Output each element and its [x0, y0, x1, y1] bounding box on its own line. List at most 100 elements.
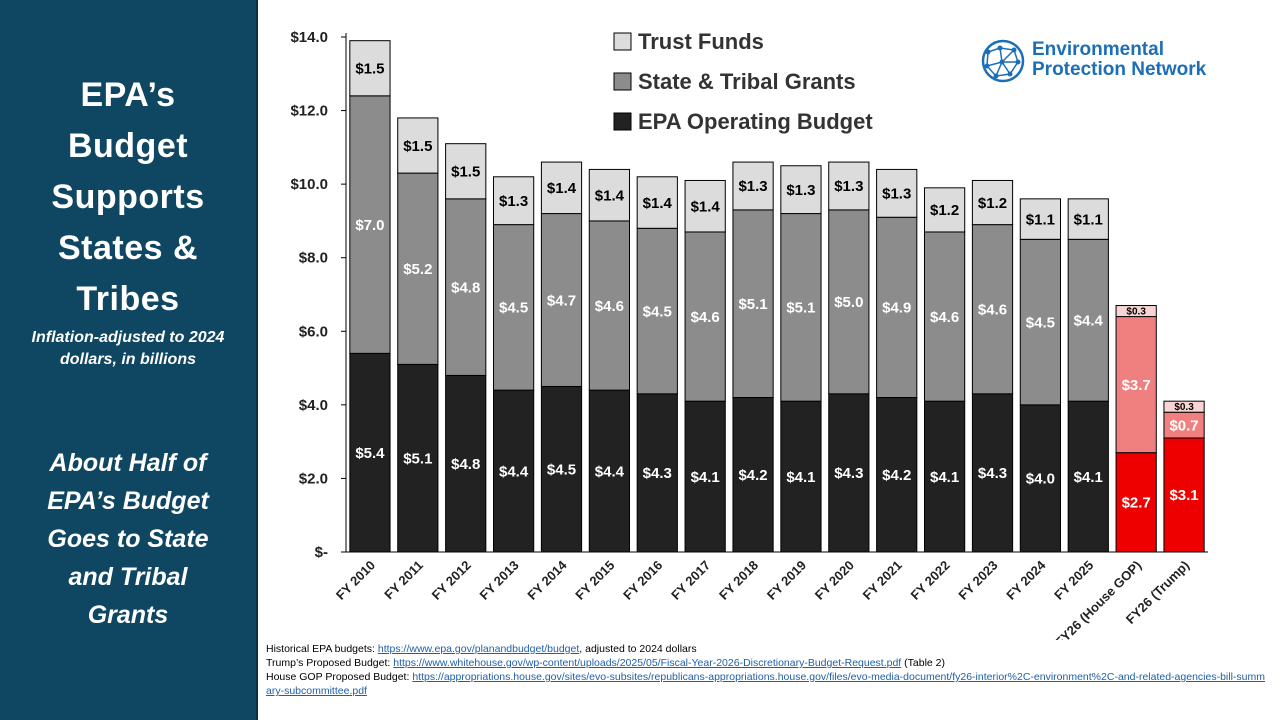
- x-tick-label: FY 2021: [860, 558, 905, 603]
- x-tick-label: FY 2023: [955, 558, 1000, 603]
- bar-segment: [1019, 238, 1062, 406]
- footnote-line: Trump’s Proposed Budget: https://www.whi…: [266, 656, 1266, 670]
- data-label: $1.4: [547, 180, 577, 197]
- data-label: $7.0: [355, 217, 384, 234]
- data-label: $3.7: [1122, 377, 1151, 394]
- y-tick-label: $14.0: [290, 29, 328, 46]
- data-label: $1.4: [595, 187, 625, 204]
- bar-segment: [349, 40, 391, 97]
- data-label: $1.3: [499, 193, 528, 210]
- data-label: $5.0: [834, 294, 863, 311]
- bar-segment: [397, 117, 439, 174]
- data-label: $0.7: [1169, 417, 1198, 434]
- bar-segment: [876, 168, 918, 218]
- data-label: $1.2: [930, 202, 959, 219]
- bar-segment: [397, 172, 439, 365]
- bar-segment: [492, 176, 535, 226]
- x-tick-label: FY 2012: [429, 558, 474, 603]
- data-label: $4.6: [595, 298, 624, 315]
- bar-segment: [349, 352, 391, 553]
- bar-segment: [780, 213, 822, 402]
- data-label: $1.1: [1074, 211, 1103, 228]
- data-label: $4.5: [499, 300, 528, 317]
- footnote-label: Trump’s Proposed Budget:: [266, 657, 394, 669]
- legend-label: Trust Funds: [638, 29, 764, 54]
- data-label: $1.5: [451, 164, 480, 181]
- bar-segment: [588, 168, 631, 222]
- bar-segment: [636, 393, 678, 553]
- data-label: $4.3: [978, 465, 1007, 482]
- data-label: $1.1: [1026, 211, 1055, 228]
- y-tick-label: $10.0: [290, 176, 328, 193]
- logo-text: Environmental Protection Network: [1032, 40, 1206, 80]
- logo-line: Environmental: [1032, 39, 1164, 60]
- bar-segment: [445, 374, 487, 553]
- data-label: $5.4: [355, 445, 385, 462]
- bar-segment: [492, 389, 535, 553]
- bar-segment: [732, 161, 774, 211]
- x-tick-label: FY 2014: [524, 557, 570, 603]
- sidebar-tagline: About Half of EPA’s Budget Goes to State…: [0, 444, 256, 634]
- data-label: $2.7: [1122, 495, 1151, 512]
- data-label: $0.3: [1126, 307, 1146, 318]
- source-footnotes: Historical EPA budgets: https://www.epa.…: [266, 642, 1266, 698]
- sidebar-subtitle: Inflation-adjusted to 2024 dollars, in b…: [31, 329, 225, 368]
- data-label: $4.3: [834, 465, 863, 482]
- data-label: $4.2: [882, 467, 911, 484]
- bar-segment: [1115, 316, 1157, 454]
- bar-segment: [1067, 400, 1109, 553]
- tagline-line: Grants: [87, 601, 169, 629]
- source-link-house[interactable]: https://appropriations.house.gov/sites/e…: [266, 671, 1266, 697]
- data-label: $4.0: [1026, 471, 1055, 488]
- bar-segment: [1115, 305, 1157, 318]
- footnote-line: House GOP Proposed Budget: https://appro…: [266, 670, 1266, 698]
- source-link-whitehouse[interactable]: https://www.whitehouse.gov/wp-content/up…: [393, 657, 902, 669]
- bar-segment: [732, 209, 774, 398]
- footnote-suffix: (Table 2): [901, 657, 946, 669]
- bar-segment: [684, 179, 726, 233]
- source-link-epa[interactable]: https://www.epa.gov/planandbudget/budget: [377, 643, 580, 655]
- bar-segment: [492, 224, 535, 391]
- bar-segment: [540, 385, 583, 553]
- data-label: $1.5: [403, 138, 432, 155]
- data-label: $1.4: [643, 195, 673, 212]
- y-tick-label: $12.0: [290, 103, 328, 120]
- bar-segment: [684, 400, 726, 553]
- data-label: $4.2: [738, 467, 767, 484]
- data-label: $0.3: [1174, 402, 1194, 413]
- bar-segment: [588, 220, 631, 391]
- epn-logo: Environmental Protection Network: [980, 36, 1250, 86]
- bar-segment: [1067, 198, 1109, 240]
- x-tick-label: FY 2020: [812, 558, 857, 603]
- data-label: $4.6: [978, 301, 1007, 318]
- legend-label: EPA Operating Budget: [638, 109, 873, 134]
- title-line: Budget: [67, 127, 189, 165]
- y-tick-label: $-: [315, 544, 328, 561]
- bar-segment: [1019, 404, 1062, 553]
- bar-segment: [876, 216, 918, 398]
- network-globe-icon: [981, 39, 1025, 83]
- bar-segment: [876, 397, 918, 553]
- y-tick-label: $4.0: [299, 397, 328, 414]
- tagline-line: EPA’s Budget: [47, 487, 209, 515]
- data-label: $1.3: [786, 182, 815, 199]
- bar-segment: [780, 165, 822, 215]
- tagline-line: and Tribal: [68, 563, 188, 591]
- x-tick-label: FY 2016: [620, 558, 665, 603]
- data-label: $1.5: [355, 61, 384, 78]
- data-label: $5.1: [786, 300, 815, 317]
- title-line: Tribes: [76, 280, 180, 318]
- sidebar-title: EPA’s Budget Supports States & Tribes: [0, 70, 256, 325]
- x-tick-label: FY 2010: [333, 558, 378, 603]
- bar-segment: [971, 393, 1014, 553]
- data-label: $4.3: [643, 465, 672, 482]
- data-label: $4.4: [595, 463, 625, 480]
- bar-segment: [636, 176, 678, 229]
- x-tick-label: FY 2022: [908, 558, 953, 603]
- bar-segment: [540, 213, 583, 387]
- legend-label: State & Tribal Grants: [638, 69, 856, 94]
- title-line: Supports: [51, 178, 205, 216]
- bar-segment: [1163, 400, 1205, 413]
- x-tick-label: FY 2015: [572, 558, 617, 603]
- y-tick-label: $2.0: [299, 470, 328, 487]
